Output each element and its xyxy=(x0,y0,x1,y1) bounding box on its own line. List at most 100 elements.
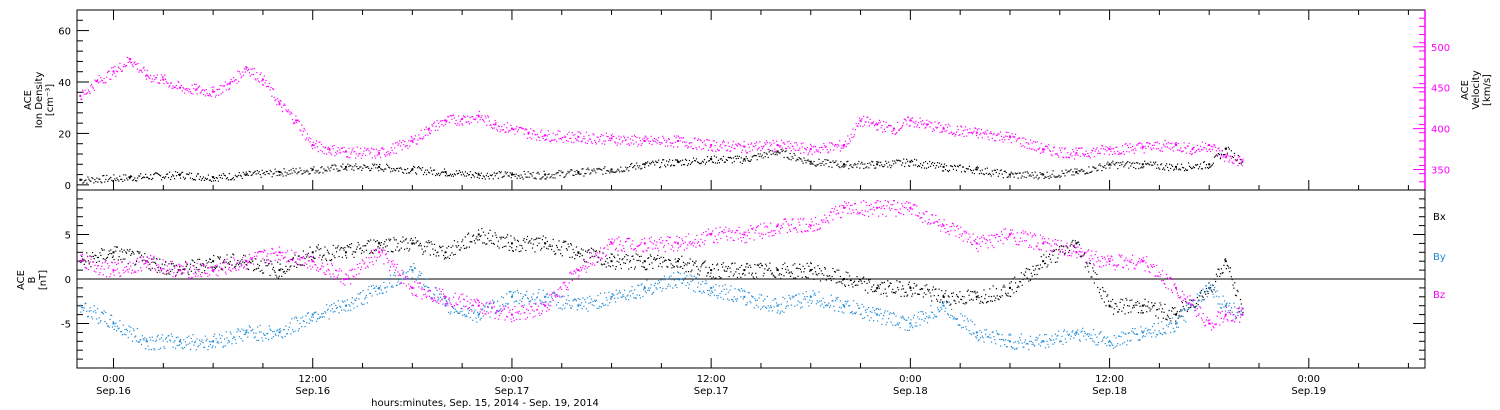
bx-sample xyxy=(685,271,687,273)
by-sample xyxy=(449,313,451,315)
velocity-sample xyxy=(373,148,375,151)
velocity-sample xyxy=(1166,143,1168,145)
velocity-point xyxy=(1241,160,1244,163)
bx-sample xyxy=(323,254,325,256)
density-sample xyxy=(396,167,398,170)
by-sample xyxy=(389,274,392,276)
density-sample xyxy=(1126,162,1128,164)
velocity-sample xyxy=(91,83,93,86)
density-sample xyxy=(268,173,270,175)
velocity-sample xyxy=(572,134,574,136)
bx-sample xyxy=(381,250,383,252)
velocity-sample xyxy=(1004,139,1006,141)
bx-sample xyxy=(613,255,615,257)
by-sample xyxy=(266,332,268,335)
by-point xyxy=(278,331,281,334)
velocity-sample xyxy=(1017,137,1019,140)
by-sample xyxy=(160,337,163,339)
bx-sample xyxy=(563,240,565,242)
bx-sample xyxy=(149,263,151,265)
bx-sample xyxy=(722,262,724,264)
velocity-sample xyxy=(725,145,727,147)
density-sample xyxy=(114,178,116,180)
bx-sample xyxy=(824,268,827,270)
by-sample xyxy=(412,271,414,273)
density-sample xyxy=(139,175,141,177)
density-sample xyxy=(399,167,401,169)
density-sample xyxy=(439,173,442,175)
velocity-sample xyxy=(360,157,363,159)
bx-sample xyxy=(1096,273,1098,275)
bx-sample xyxy=(341,256,343,258)
velocity-sample xyxy=(130,62,132,64)
bx-sample xyxy=(859,279,861,281)
velocity-sample xyxy=(1148,142,1150,144)
density-point xyxy=(842,163,845,166)
by-sample xyxy=(480,317,482,320)
bx-sample xyxy=(281,275,283,278)
bx-sample xyxy=(364,245,366,247)
by-sample xyxy=(629,295,632,297)
velocity-sample xyxy=(320,149,322,152)
density-sample xyxy=(442,171,445,173)
velocity-sample xyxy=(879,121,881,123)
bx-sample xyxy=(877,285,880,287)
density-sample xyxy=(129,177,131,180)
bx-sample xyxy=(390,250,392,252)
density-sample xyxy=(1081,168,1083,171)
bx-sample xyxy=(487,232,490,234)
by-sample xyxy=(580,304,582,306)
velocity-sample xyxy=(218,94,220,96)
by-sample xyxy=(88,310,90,312)
velocity-sample xyxy=(1117,150,1119,152)
by-sample xyxy=(343,309,345,311)
bx-sample xyxy=(583,258,585,261)
velocity-sample xyxy=(1091,149,1093,151)
density-sample xyxy=(281,173,283,175)
density-sample xyxy=(471,174,473,176)
bx-sample xyxy=(1107,300,1110,302)
bx-sample xyxy=(901,288,903,290)
velocity-sample xyxy=(648,142,651,144)
bx-sample xyxy=(426,245,428,248)
bx-sample xyxy=(1192,304,1194,306)
velocity-point xyxy=(477,115,480,118)
velocity-sample xyxy=(902,122,905,124)
density-sample xyxy=(288,170,290,172)
bx-sample xyxy=(209,258,212,261)
by-sample xyxy=(94,309,96,312)
bx-sample xyxy=(464,236,466,238)
density-sample xyxy=(277,170,279,172)
density-sample xyxy=(1211,164,1214,166)
density-sample xyxy=(704,163,707,165)
velocity-sample xyxy=(767,148,769,150)
velocity-sample xyxy=(428,132,431,134)
bx-sample xyxy=(109,253,111,255)
velocity-sample xyxy=(546,135,549,137)
velocity-sample xyxy=(952,133,954,135)
velocity-sample xyxy=(427,134,429,136)
density-sample xyxy=(150,174,152,176)
velocity-sample xyxy=(882,131,884,133)
bx-sample xyxy=(300,264,302,266)
bx-sample xyxy=(1076,242,1078,244)
density-sample xyxy=(811,162,813,164)
bx-sample xyxy=(124,258,126,260)
velocity-sample xyxy=(570,137,572,139)
density-sample xyxy=(799,157,801,160)
by-point xyxy=(79,304,82,307)
bx-sample xyxy=(942,294,944,296)
by-sample xyxy=(128,325,130,327)
velocity-sample xyxy=(1061,147,1063,149)
velocity-sample xyxy=(824,146,827,148)
density-sample xyxy=(661,161,663,164)
bx-sample xyxy=(283,270,285,273)
density-sample xyxy=(853,164,855,166)
bx-sample xyxy=(556,246,558,248)
density-sample xyxy=(422,173,425,176)
bx-sample xyxy=(384,241,386,243)
bx-sample xyxy=(88,262,90,264)
bx-sample xyxy=(744,274,746,276)
bx-sample xyxy=(913,282,915,285)
velocity-sample xyxy=(385,151,387,154)
